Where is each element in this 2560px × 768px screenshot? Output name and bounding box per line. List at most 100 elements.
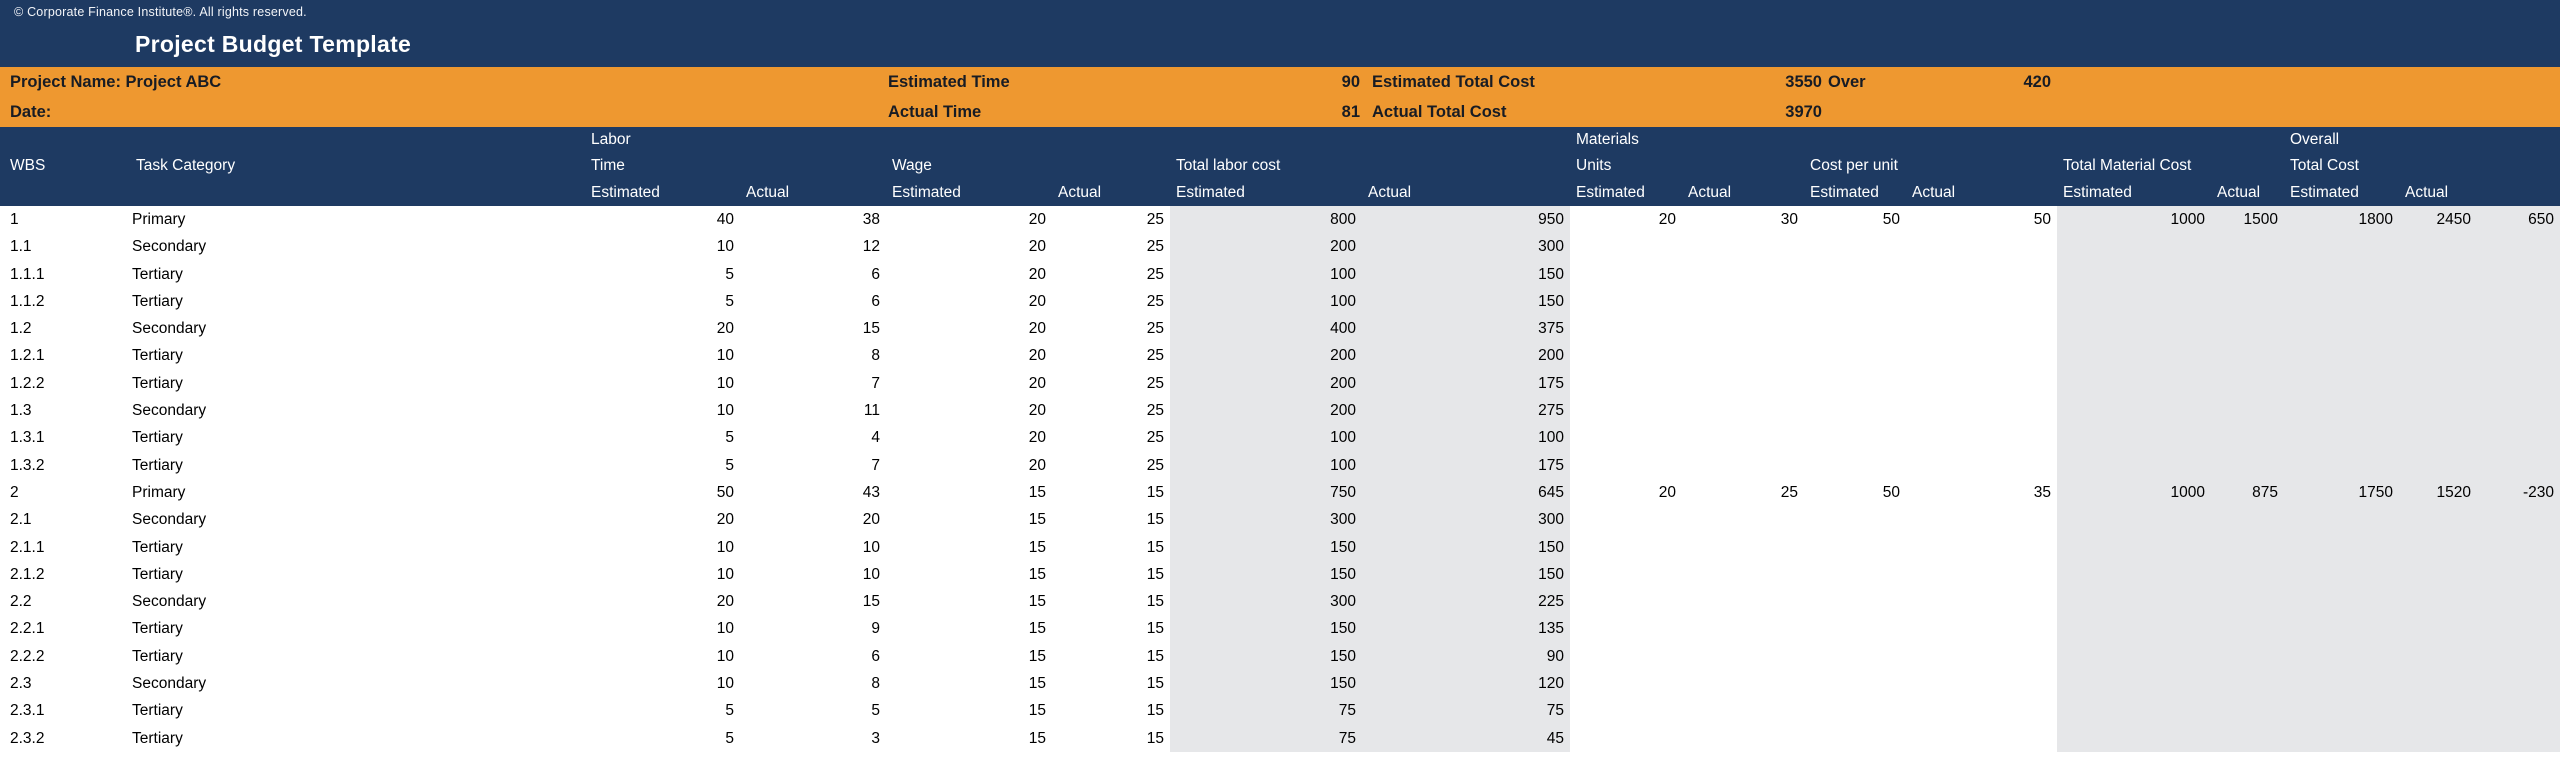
- cell-labor-time-actual[interactable]: 10: [862, 565, 880, 583]
- cell-cost-per-unit-actual[interactable]: [1906, 452, 2057, 479]
- cell-materials-units-actual[interactable]: [1682, 342, 1804, 369]
- cell-wage-actual[interactable]: 15: [1146, 620, 1164, 638]
- cell-overall-total-cost-actual[interactable]: [2399, 451, 2477, 479]
- cell-wbs[interactable]: 2.2.2: [10, 647, 45, 665]
- cell-total-material-cost-estimated[interactable]: [2057, 615, 2211, 643]
- cell-total-labor-cost-estimated[interactable]: 100: [1170, 451, 1362, 479]
- estimated-total-cost-value[interactable]: 3550: [1785, 73, 1822, 91]
- cell-overall-total-cost-estimated[interactable]: [2284, 451, 2399, 479]
- cell-wbs[interactable]: 1.3.1: [10, 429, 45, 447]
- cell-wage-estimated[interactable]: 20: [1028, 429, 1046, 447]
- cell-task-category[interactable]: Tertiary: [132, 429, 183, 447]
- cell-materials-units-actual[interactable]: [1682, 670, 1804, 697]
- cell-cost-per-unit-actual[interactable]: [1906, 288, 2057, 315]
- cell-overall-total-cost-estimated[interactable]: [2284, 642, 2399, 671]
- cell-total-labor-cost-estimated[interactable]: 150: [1170, 670, 1362, 698]
- cell-wbs[interactable]: 2.2.1: [10, 620, 45, 638]
- cell-materials-units-actual[interactable]: [1682, 561, 1804, 588]
- cell-overall-total-cost-actual[interactable]: [2399, 369, 2477, 398]
- cell-cost-per-unit-actual[interactable]: [1906, 424, 2057, 451]
- cell-materials-units-actual[interactable]: [1682, 725, 1804, 752]
- cell-cost-per-unit-actual[interactable]: [1906, 588, 2057, 615]
- cell-total-material-cost-estimated[interactable]: [2057, 451, 2211, 479]
- cell-task-category[interactable]: Secondary: [132, 238, 207, 256]
- cell-labor-time-estimated[interactable]: 10: [716, 347, 734, 365]
- cell-total-material-cost-actual[interactable]: [2211, 315, 2284, 343]
- cell-task-category[interactable]: Tertiary: [132, 565, 183, 583]
- cell-wage-estimated[interactable]: 15: [1028, 729, 1046, 747]
- cell-total-material-cost-actual[interactable]: [2211, 697, 2284, 725]
- cell-total-material-cost-estimated[interactable]: [2057, 642, 2211, 671]
- cell-total-material-cost-actual[interactable]: 1500: [2211, 206, 2284, 234]
- cell-task-category[interactable]: Secondary: [132, 320, 207, 338]
- cell-wage-actual[interactable]: 25: [1146, 456, 1164, 474]
- cell-task-category[interactable]: Secondary: [132, 593, 207, 611]
- cell-overall-total-cost-actual[interactable]: 1520: [2399, 478, 2477, 507]
- cell-labor-time-estimated[interactable]: 5: [725, 429, 734, 447]
- cell-labor-time-actual[interactable]: 6: [871, 265, 880, 283]
- cell-total-material-cost-estimated[interactable]: 1000: [2057, 478, 2211, 507]
- cell-wage-estimated[interactable]: 15: [1028, 675, 1046, 693]
- cell-overall-total-cost-actual[interactable]: [2399, 233, 2477, 261]
- cell-labor-time-estimated[interactable]: 10: [716, 565, 734, 583]
- cell-cost-per-unit-estimated[interactable]: 50: [1882, 211, 1900, 228]
- cell-cost-per-unit-estimated[interactable]: [1804, 506, 1906, 533]
- cell-overall-total-cost-actual[interactable]: [2399, 533, 2477, 561]
- cell-materials-units-actual[interactable]: [1682, 370, 1804, 397]
- cell-cost-per-unit-estimated[interactable]: [1804, 452, 1906, 479]
- cell-wage-estimated[interactable]: 20: [1028, 320, 1046, 338]
- cell-labor-time-estimated[interactable]: 20: [716, 511, 734, 529]
- cell-total-labor-cost-actual[interactable]: 300: [1362, 233, 1570, 261]
- cell-task-category[interactable]: Tertiary: [132, 729, 183, 747]
- cell-overall-total-cost-estimated[interactable]: [2284, 670, 2399, 698]
- cell-total-material-cost-estimated[interactable]: [2057, 287, 2211, 316]
- cell-materials-units-actual[interactable]: [1682, 697, 1804, 724]
- cell-overall-over-amount[interactable]: [2477, 506, 2560, 534]
- cell-total-labor-cost-actual[interactable]: 300: [1362, 506, 1570, 534]
- cell-wage-actual[interactable]: 15: [1146, 538, 1164, 556]
- cell-total-material-cost-actual[interactable]: [2211, 397, 2284, 425]
- cell-wage-actual[interactable]: 15: [1146, 511, 1164, 529]
- cell-overall-total-cost-actual[interactable]: [2399, 397, 2477, 425]
- cell-wage-estimated[interactable]: 20: [1028, 238, 1046, 256]
- cell-total-labor-cost-estimated[interactable]: 75: [1170, 697, 1362, 725]
- cell-cost-per-unit-actual[interactable]: [1906, 315, 2057, 342]
- cell-total-material-cost-estimated[interactable]: [2057, 724, 2211, 752]
- cell-cost-per-unit-actual[interactable]: 50: [2033, 211, 2051, 228]
- cell-materials-units-actual[interactable]: [1682, 261, 1804, 288]
- cell-materials-units-estimated[interactable]: [1570, 424, 1682, 451]
- cell-materials-units-actual[interactable]: [1682, 506, 1804, 533]
- cell-overall-total-cost-actual[interactable]: [2399, 287, 2477, 316]
- cell-total-material-cost-actual[interactable]: [2211, 533, 2284, 561]
- cell-labor-time-actual[interactable]: 10: [862, 538, 880, 556]
- cell-total-material-cost-actual[interactable]: [2211, 560, 2284, 589]
- cell-materials-units-estimated[interactable]: [1570, 670, 1682, 697]
- cell-task-category[interactable]: Tertiary: [132, 702, 183, 720]
- cell-total-material-cost-actual[interactable]: [2211, 451, 2284, 479]
- cell-overall-over-amount[interactable]: [2477, 642, 2560, 671]
- cell-labor-time-actual[interactable]: 20: [862, 511, 880, 529]
- cell-total-labor-cost-actual[interactable]: 225: [1362, 588, 1570, 616]
- cell-total-labor-cost-actual[interactable]: 120: [1362, 670, 1570, 698]
- cell-overall-over-amount[interactable]: [2477, 233, 2560, 261]
- cell-wage-actual[interactable]: 15: [1146, 647, 1164, 665]
- cell-labor-time-actual[interactable]: 7: [871, 456, 880, 474]
- cell-cost-per-unit-estimated[interactable]: [1804, 342, 1906, 369]
- cell-wbs[interactable]: 2.1: [10, 511, 32, 529]
- cell-total-material-cost-actual[interactable]: [2211, 670, 2284, 698]
- cell-total-labor-cost-actual[interactable]: 75: [1362, 697, 1570, 725]
- cell-wbs[interactable]: 1.2.2: [10, 374, 45, 392]
- cell-materials-units-estimated[interactable]: 20: [1658, 483, 1676, 501]
- cell-wage-estimated[interactable]: 15: [1028, 702, 1046, 720]
- cell-labor-time-estimated[interactable]: 10: [716, 675, 734, 693]
- cell-overall-total-cost-estimated[interactable]: [2284, 287, 2399, 316]
- cell-wage-actual[interactable]: 15: [1146, 729, 1164, 747]
- cell-total-labor-cost-estimated[interactable]: 400: [1170, 315, 1362, 343]
- estimated-time-value[interactable]: 90: [1341, 73, 1360, 91]
- cell-wage-actual[interactable]: 25: [1146, 429, 1164, 447]
- cell-wage-actual[interactable]: 25: [1146, 265, 1164, 283]
- cell-overall-over-amount[interactable]: [2477, 560, 2560, 589]
- cell-labor-time-actual[interactable]: 15: [862, 320, 880, 338]
- cell-labor-time-actual[interactable]: 8: [871, 675, 880, 693]
- cell-overall-total-cost-actual[interactable]: [2399, 342, 2477, 370]
